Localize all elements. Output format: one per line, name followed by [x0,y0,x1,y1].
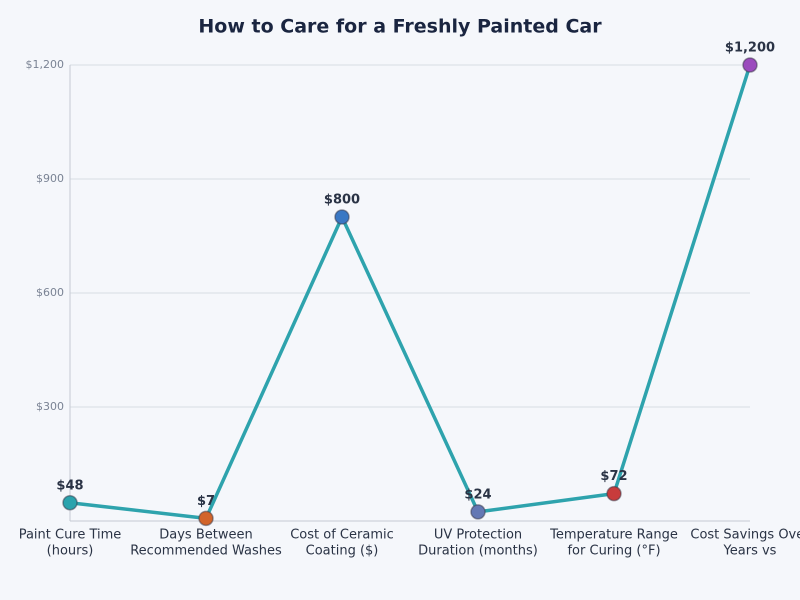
x-tick-label: Duration (months) [418,544,538,559]
marker [470,504,486,520]
marker [62,495,78,511]
y-tick-label: $600 [36,286,64,299]
x-tick-label: Years vs [723,544,777,559]
marker [606,485,622,502]
marker [198,510,214,527]
x-tick-label: Temperature Range [549,528,678,543]
y-tick-label: $900 [36,172,64,185]
value-label: $7 [197,494,215,509]
marker [334,209,350,225]
x-tick-label: Coating ($) [306,544,379,559]
y-tick-label: $300 [36,400,64,413]
marker [742,57,758,73]
y-tick-label: $1,200 [26,58,65,71]
x-tick-label: Days Between [159,528,252,543]
x-tick-label: Recommended Washes [130,544,282,559]
x-tick-label: (hours) [47,544,94,559]
value-label: $24 [464,487,491,502]
line [69,64,752,521]
value-label: $800 [324,193,360,208]
x-tick-label: Cost Savings Over [690,528,800,543]
x-tick-label: UV Protection [434,528,522,543]
value-label: $72 [600,469,627,484]
x-tick-label: Cost of Ceramic [290,528,394,543]
chart-title: How to Care for a Freshly Painted Car [198,16,602,38]
value-label: $48 [56,478,83,493]
value-label: $1,200 [725,41,775,56]
x-tick-label: Paint Cure Time [19,528,122,543]
x-tick-label: for Curing (°F) [567,544,660,559]
